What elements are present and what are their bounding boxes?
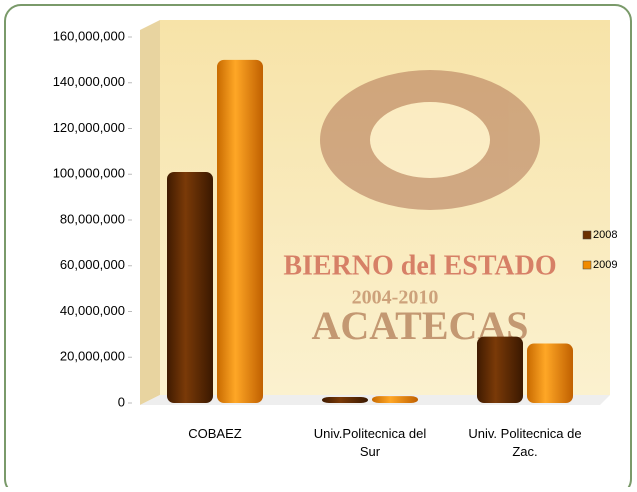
bar: [217, 59, 263, 403]
y-tick-label: 100,000,000: [53, 166, 125, 181]
y-tick-label: 40,000,000: [60, 303, 125, 318]
legend-swatch: [582, 230, 592, 240]
legend-label: 2008: [593, 229, 617, 241]
legend-label: 2009: [593, 259, 617, 271]
y-tick-label: 160,000,000: [53, 28, 125, 43]
logo: [320, 70, 540, 210]
bar: [477, 336, 523, 403]
x-tick-label: COBAEZ: [188, 426, 242, 441]
y-tick-label: 80,000,000: [60, 211, 125, 226]
y-tick-label: 60,000,000: [60, 257, 125, 272]
side-wall: [140, 20, 160, 405]
y-tick-label: 140,000,000: [53, 74, 125, 89]
y-tick-label: 120,000,000: [53, 120, 125, 135]
x-tick-label: Univ. Politecnica de Zac.: [468, 426, 581, 459]
bar: [527, 343, 573, 403]
legend-swatch: [582, 260, 592, 270]
bar: [322, 397, 368, 403]
y-tick-label: 20,000,000: [60, 349, 125, 364]
watermark-text: 2004-2010: [352, 287, 439, 309]
bar: [372, 396, 418, 403]
y-tick-label: 0: [118, 394, 125, 409]
bar: [167, 171, 213, 403]
watermark-text: BIERNO del ESTADO: [283, 250, 556, 281]
x-tick-label: Univ.Politecnica del Sur: [314, 426, 427, 459]
